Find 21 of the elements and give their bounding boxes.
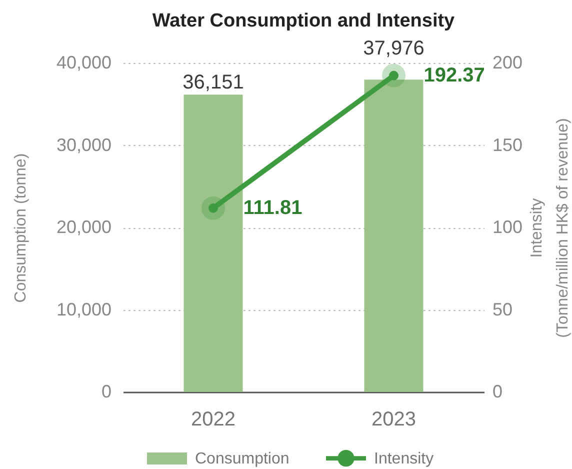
x-tick-label: 2022 xyxy=(191,408,236,430)
y-tick-label: 30,000 xyxy=(56,134,112,155)
y-tick-label: 20,000 xyxy=(56,217,112,237)
x-tick-label: 2023 xyxy=(372,408,416,430)
data-label: 111.81 xyxy=(243,197,302,220)
data-label: 37,976 xyxy=(363,38,424,60)
y2-tick-label: 150 xyxy=(492,134,523,155)
y-tick-label: 40,000 xyxy=(56,52,112,72)
y2-axis-title: Intensity (Tonne/million HK$ of revenue) xyxy=(528,118,572,338)
y2-tick-label: 100 xyxy=(492,217,523,237)
data-label: 36,151 xyxy=(182,72,244,94)
y-tick-label: 0 xyxy=(101,382,112,402)
y2-tick-label: 0 xyxy=(492,382,503,402)
legend-label: Intensity xyxy=(374,450,434,468)
y2-tick-label: 50 xyxy=(492,299,513,320)
y2-tick-label: 200 xyxy=(492,52,523,72)
legend-label: Consumption xyxy=(195,450,290,468)
y-axis-title: Consumption (tonne) xyxy=(12,153,30,303)
chart-title: Water Consumption and Intensity xyxy=(152,10,456,32)
y-tick-label: 10,000 xyxy=(56,299,112,320)
data-label: 192.37 xyxy=(424,64,485,87)
